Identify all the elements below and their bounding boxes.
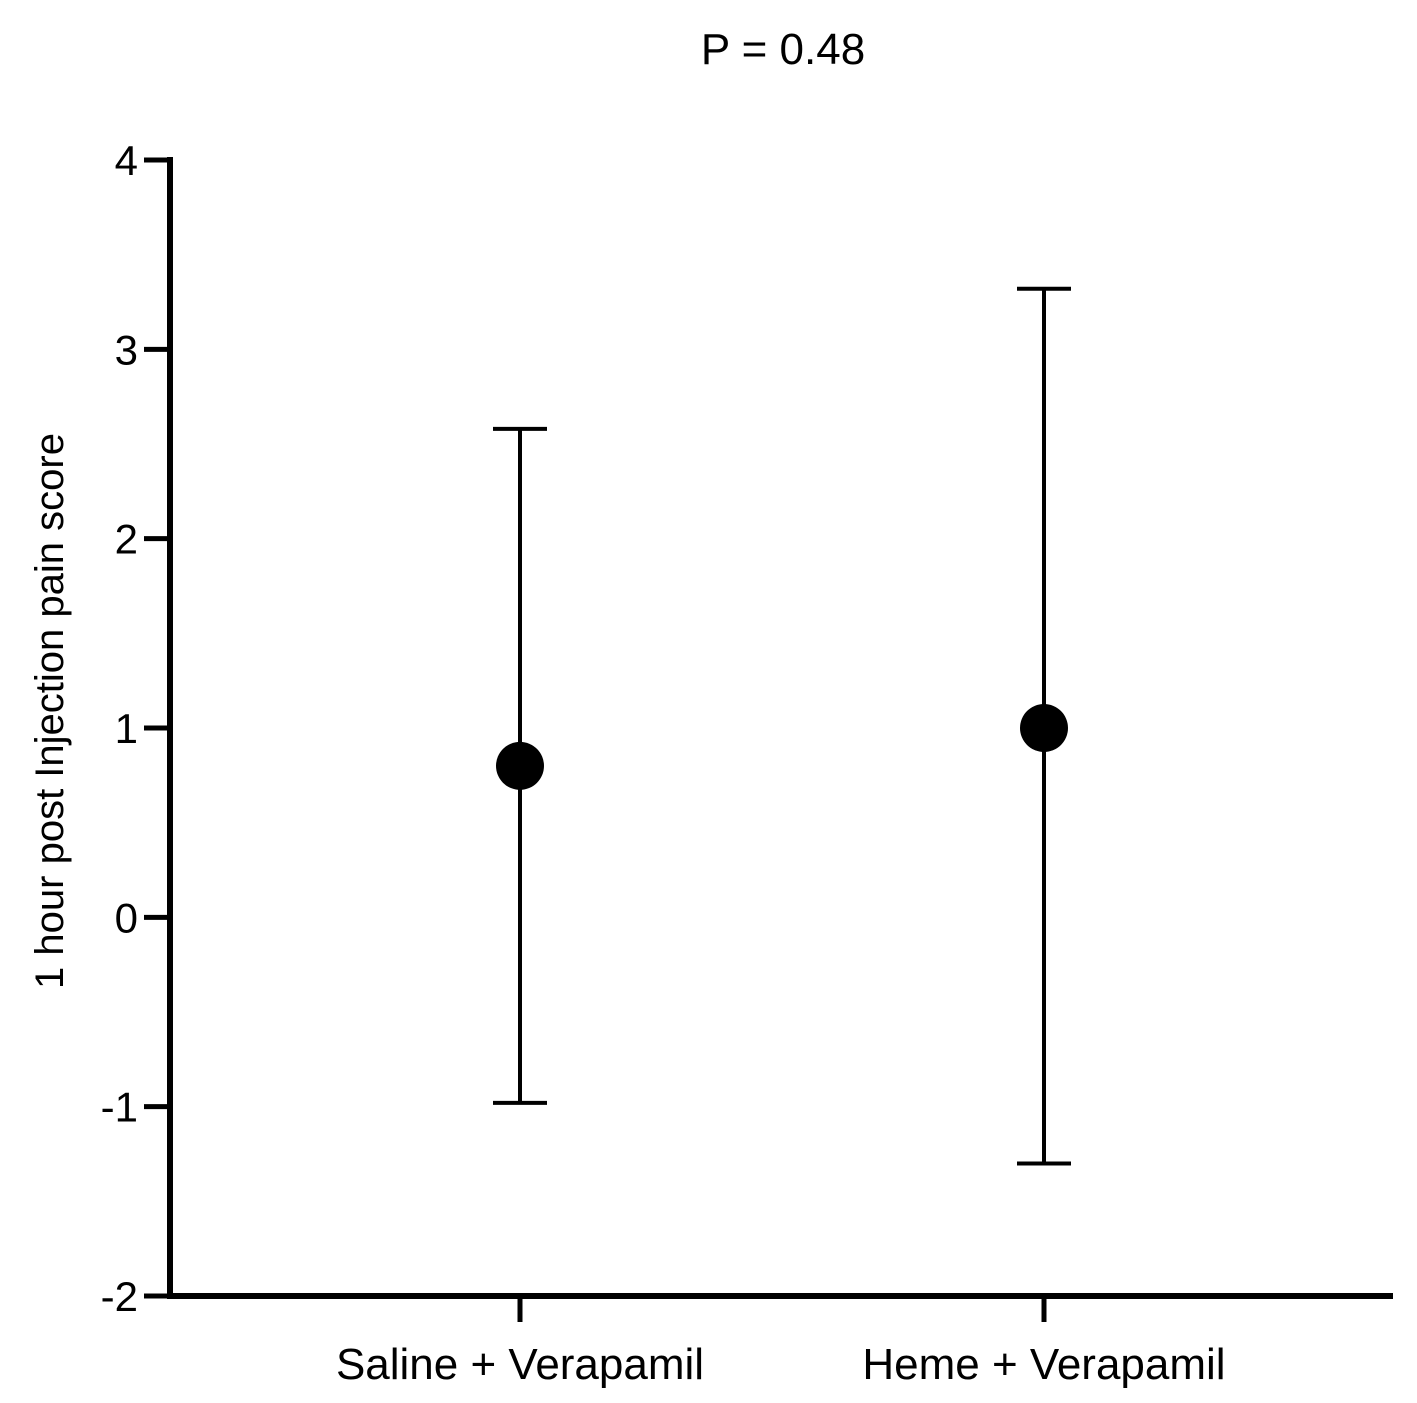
y-tick-label: -1 <box>101 1084 138 1131</box>
x-tick-label: Heme + Verapamil <box>862 1340 1225 1389</box>
x-tick-label: Saline + Verapamil <box>336 1340 704 1389</box>
y-tick-label: 1 <box>115 705 138 752</box>
mean-point <box>1020 704 1068 752</box>
y-tick-label: -2 <box>101 1273 138 1320</box>
mean-point <box>496 741 544 790</box>
y-tick-label: 3 <box>115 326 138 373</box>
data-marks <box>493 286 1071 1166</box>
y-axis-title: 1 hour post Injection pain score <box>28 433 72 989</box>
y-ticks: -2 -1 0 1 2 3 4 <box>101 137 170 1320</box>
y-tick-label: 2 <box>115 516 138 563</box>
chart-title: P = 0.48 <box>701 25 865 74</box>
y-tick-label: 4 <box>115 137 138 184</box>
y-tick-label: 0 <box>115 894 138 941</box>
x-ticks: Saline + Verapamil Heme + Verapamil <box>336 1296 1226 1389</box>
axes <box>167 157 1393 1299</box>
